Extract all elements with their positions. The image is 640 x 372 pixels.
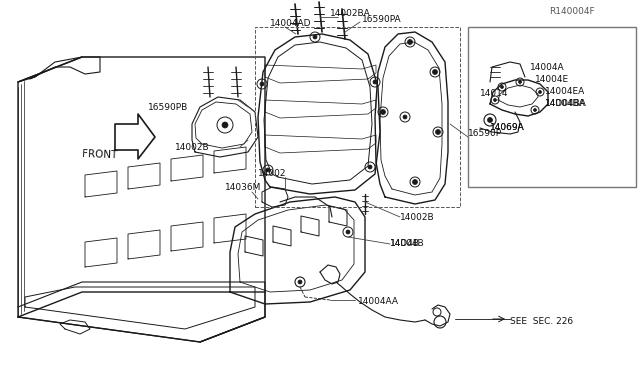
Text: 14002B: 14002B (400, 212, 435, 221)
Circle shape (413, 180, 417, 185)
Text: 14004BA: 14004BA (545, 99, 586, 109)
Text: 14069A: 14069A (490, 122, 525, 131)
Circle shape (534, 109, 536, 112)
Circle shape (493, 99, 497, 102)
Text: 14004E: 14004E (535, 76, 569, 84)
Circle shape (433, 70, 438, 74)
Circle shape (373, 80, 377, 84)
Text: FRONT: FRONT (82, 150, 118, 161)
Text: 14002: 14002 (258, 170, 287, 179)
Text: 14004AD: 14004AD (270, 19, 312, 29)
Circle shape (346, 230, 350, 234)
Circle shape (500, 86, 504, 89)
Circle shape (368, 165, 372, 169)
Circle shape (488, 118, 493, 122)
Circle shape (408, 39, 413, 45)
Text: 14004AA: 14004AA (358, 298, 399, 307)
Text: 14069A: 14069A (490, 122, 525, 131)
Text: 14004A: 14004A (530, 62, 564, 71)
Circle shape (298, 280, 302, 284)
Circle shape (313, 35, 317, 39)
Circle shape (518, 80, 522, 83)
Text: 14D04BA: 14D04BA (545, 99, 587, 109)
Text: 16590PB: 16590PB (148, 103, 188, 112)
Circle shape (403, 115, 407, 119)
Bar (468, 27, 636, 187)
Circle shape (266, 168, 270, 172)
Text: 16590P: 16590P (468, 129, 502, 138)
Text: 14004B: 14004B (390, 240, 424, 248)
Circle shape (538, 90, 541, 93)
Text: 14014: 14014 (480, 90, 509, 99)
Text: 14002BA: 14002BA (330, 10, 371, 19)
Circle shape (381, 109, 385, 115)
Circle shape (435, 129, 440, 135)
Text: 14004EA: 14004EA (545, 87, 585, 96)
Text: R140004F: R140004F (549, 7, 595, 16)
Circle shape (260, 82, 264, 86)
Text: SEE  SEC. 226: SEE SEC. 226 (510, 317, 573, 327)
Text: 14002B: 14002B (175, 142, 210, 151)
Text: 16590PA: 16590PA (362, 16, 402, 25)
Text: 14036M: 14036M (225, 183, 261, 192)
Text: 14D4B: 14D4B (390, 240, 420, 248)
Circle shape (222, 122, 228, 128)
